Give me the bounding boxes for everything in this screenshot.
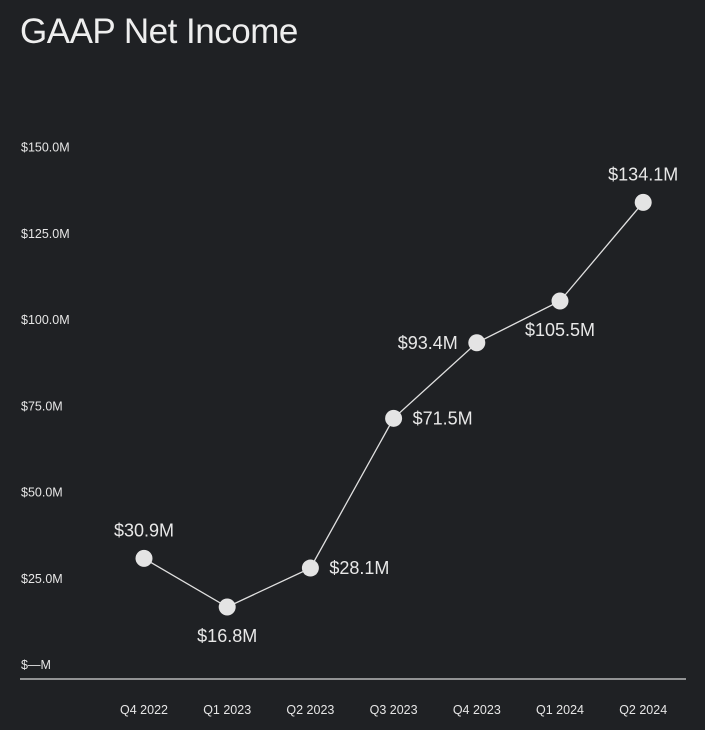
x-tick-label: Q2 2024: [619, 703, 667, 717]
y-tick-label: $—M: [21, 658, 51, 672]
chart-title: GAAP Net Income: [20, 12, 298, 51]
data-point: [468, 334, 486, 352]
data-label: $105.5M: [525, 320, 595, 340]
data-label: $134.1M: [608, 164, 678, 184]
x-tick-label: Q3 2023: [370, 703, 418, 717]
data-label: $16.8M: [197, 626, 257, 646]
data-point: [634, 193, 652, 211]
data-point: [218, 598, 236, 616]
x-tick-label: Q2 2023: [286, 703, 334, 717]
data-point: [385, 409, 403, 427]
y-tick-label: $100.0M: [21, 313, 70, 327]
y-tick-label: $150.0M: [21, 141, 70, 155]
y-tick-label: $25.0M: [21, 572, 63, 586]
data-label: $28.1M: [329, 558, 389, 578]
x-tick-label: Q1 2023: [203, 703, 251, 717]
data-label: $71.5M: [413, 408, 473, 428]
data-point: [135, 549, 153, 567]
x-tick-label: Q1 2024: [536, 703, 584, 717]
x-tick-label: Q4 2023: [453, 703, 501, 717]
series-line: [143, 201, 644, 608]
y-tick-label: $75.0M: [21, 399, 63, 413]
data-label: $30.9M: [114, 520, 174, 540]
y-tick-label: $125.0M: [21, 227, 70, 241]
data-point: [301, 559, 319, 577]
y-tick-label: $50.0M: [21, 486, 63, 500]
x-tick-label: Q4 2022: [120, 703, 168, 717]
data-point: [551, 292, 569, 310]
data-label: $93.4M: [398, 333, 458, 353]
